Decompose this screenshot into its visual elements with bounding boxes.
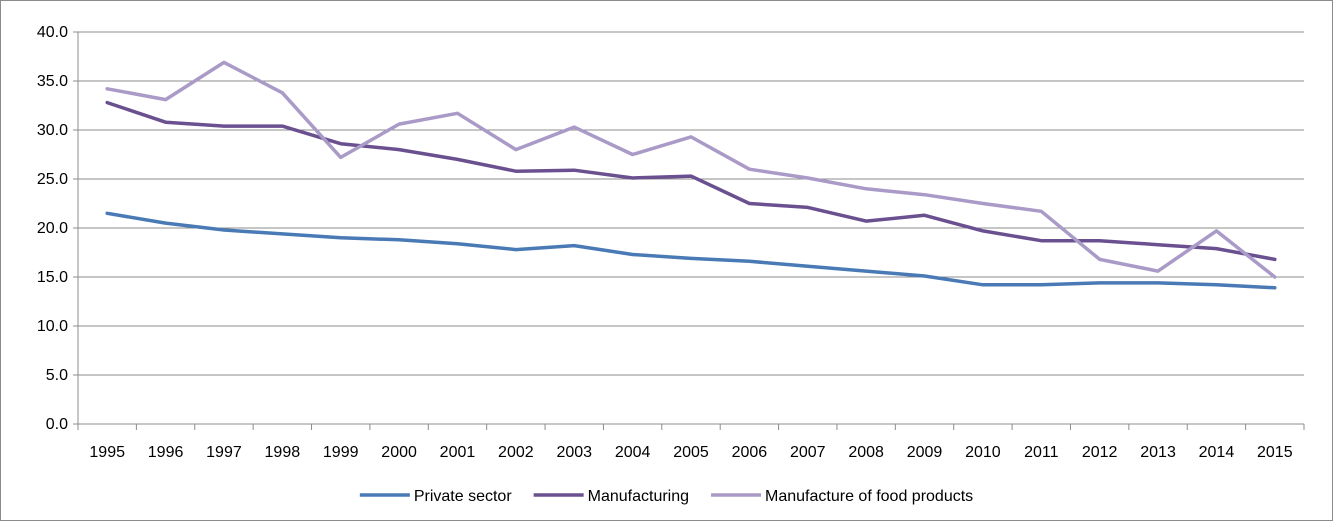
x-tick-label: 2003: [556, 444, 592, 461]
x-tick-label: 2013: [1140, 444, 1176, 461]
x-tick-label: 2006: [732, 444, 768, 461]
x-tick-label: 2000: [381, 444, 417, 461]
y-tick-label: 15.0: [37, 269, 68, 286]
y-axis-tick-labels: 0.0 5.0 10.0 15.0 20.0 25.0 30.0 35.0 40.0: [37, 24, 68, 433]
gridlines: [78, 31, 1304, 376]
x-tick-label: 2010: [965, 444, 1001, 461]
series-line-0: [105, 211, 1277, 290]
x-tick-label: 2002: [498, 444, 534, 461]
y-tick-label: 35.0: [37, 73, 68, 90]
x-tick-label: 1997: [206, 444, 242, 461]
x-tick-label: 1996: [148, 444, 184, 461]
x-tick-label: 2011: [1024, 444, 1059, 461]
axes: [73, 31, 1305, 430]
x-tick-label: 2001: [440, 444, 476, 461]
y-tick-label: 10.0: [37, 318, 68, 335]
y-tick-label: 20.0: [37, 220, 68, 237]
series-lines: [105, 60, 1277, 290]
x-tick-label: 2005: [673, 444, 709, 461]
series-line-2: [105, 60, 1277, 279]
x-axis-tick-labels: 1995 1996 1997 1998 1999 2000 2001 2002 2003 2004…: [89, 444, 1292, 461]
legend: Private sector Manufacturing Manufacture o…: [359, 488, 973, 505]
x-tick-label: 1999: [323, 444, 359, 461]
y-tick-label: 0.0: [46, 416, 68, 433]
y-tick-label: 5.0: [46, 367, 68, 384]
x-tick-label: 2014: [1199, 444, 1235, 461]
x-tick-label: 2012: [1082, 444, 1118, 461]
series-line-1: [105, 100, 1277, 262]
legend-label-2: Manufacture of food products: [765, 488, 973, 505]
x-tick-label: 1995: [89, 444, 125, 461]
x-tick-label: 2004: [615, 444, 651, 461]
x-tick-label: 1998: [265, 444, 301, 461]
legend-label-1: Manufacturing: [588, 488, 689, 505]
x-tick-label: 2015: [1257, 444, 1293, 461]
y-tick-label: 40.0: [37, 24, 68, 41]
legend-label-0: Private sector: [414, 488, 512, 505]
x-tick-label: 2008: [848, 444, 884, 461]
y-tick-label: 30.0: [37, 122, 68, 139]
x-tick-label: 2007: [790, 444, 826, 461]
y-tick-label: 25.0: [37, 171, 68, 188]
x-tick-label: 2009: [907, 444, 943, 461]
